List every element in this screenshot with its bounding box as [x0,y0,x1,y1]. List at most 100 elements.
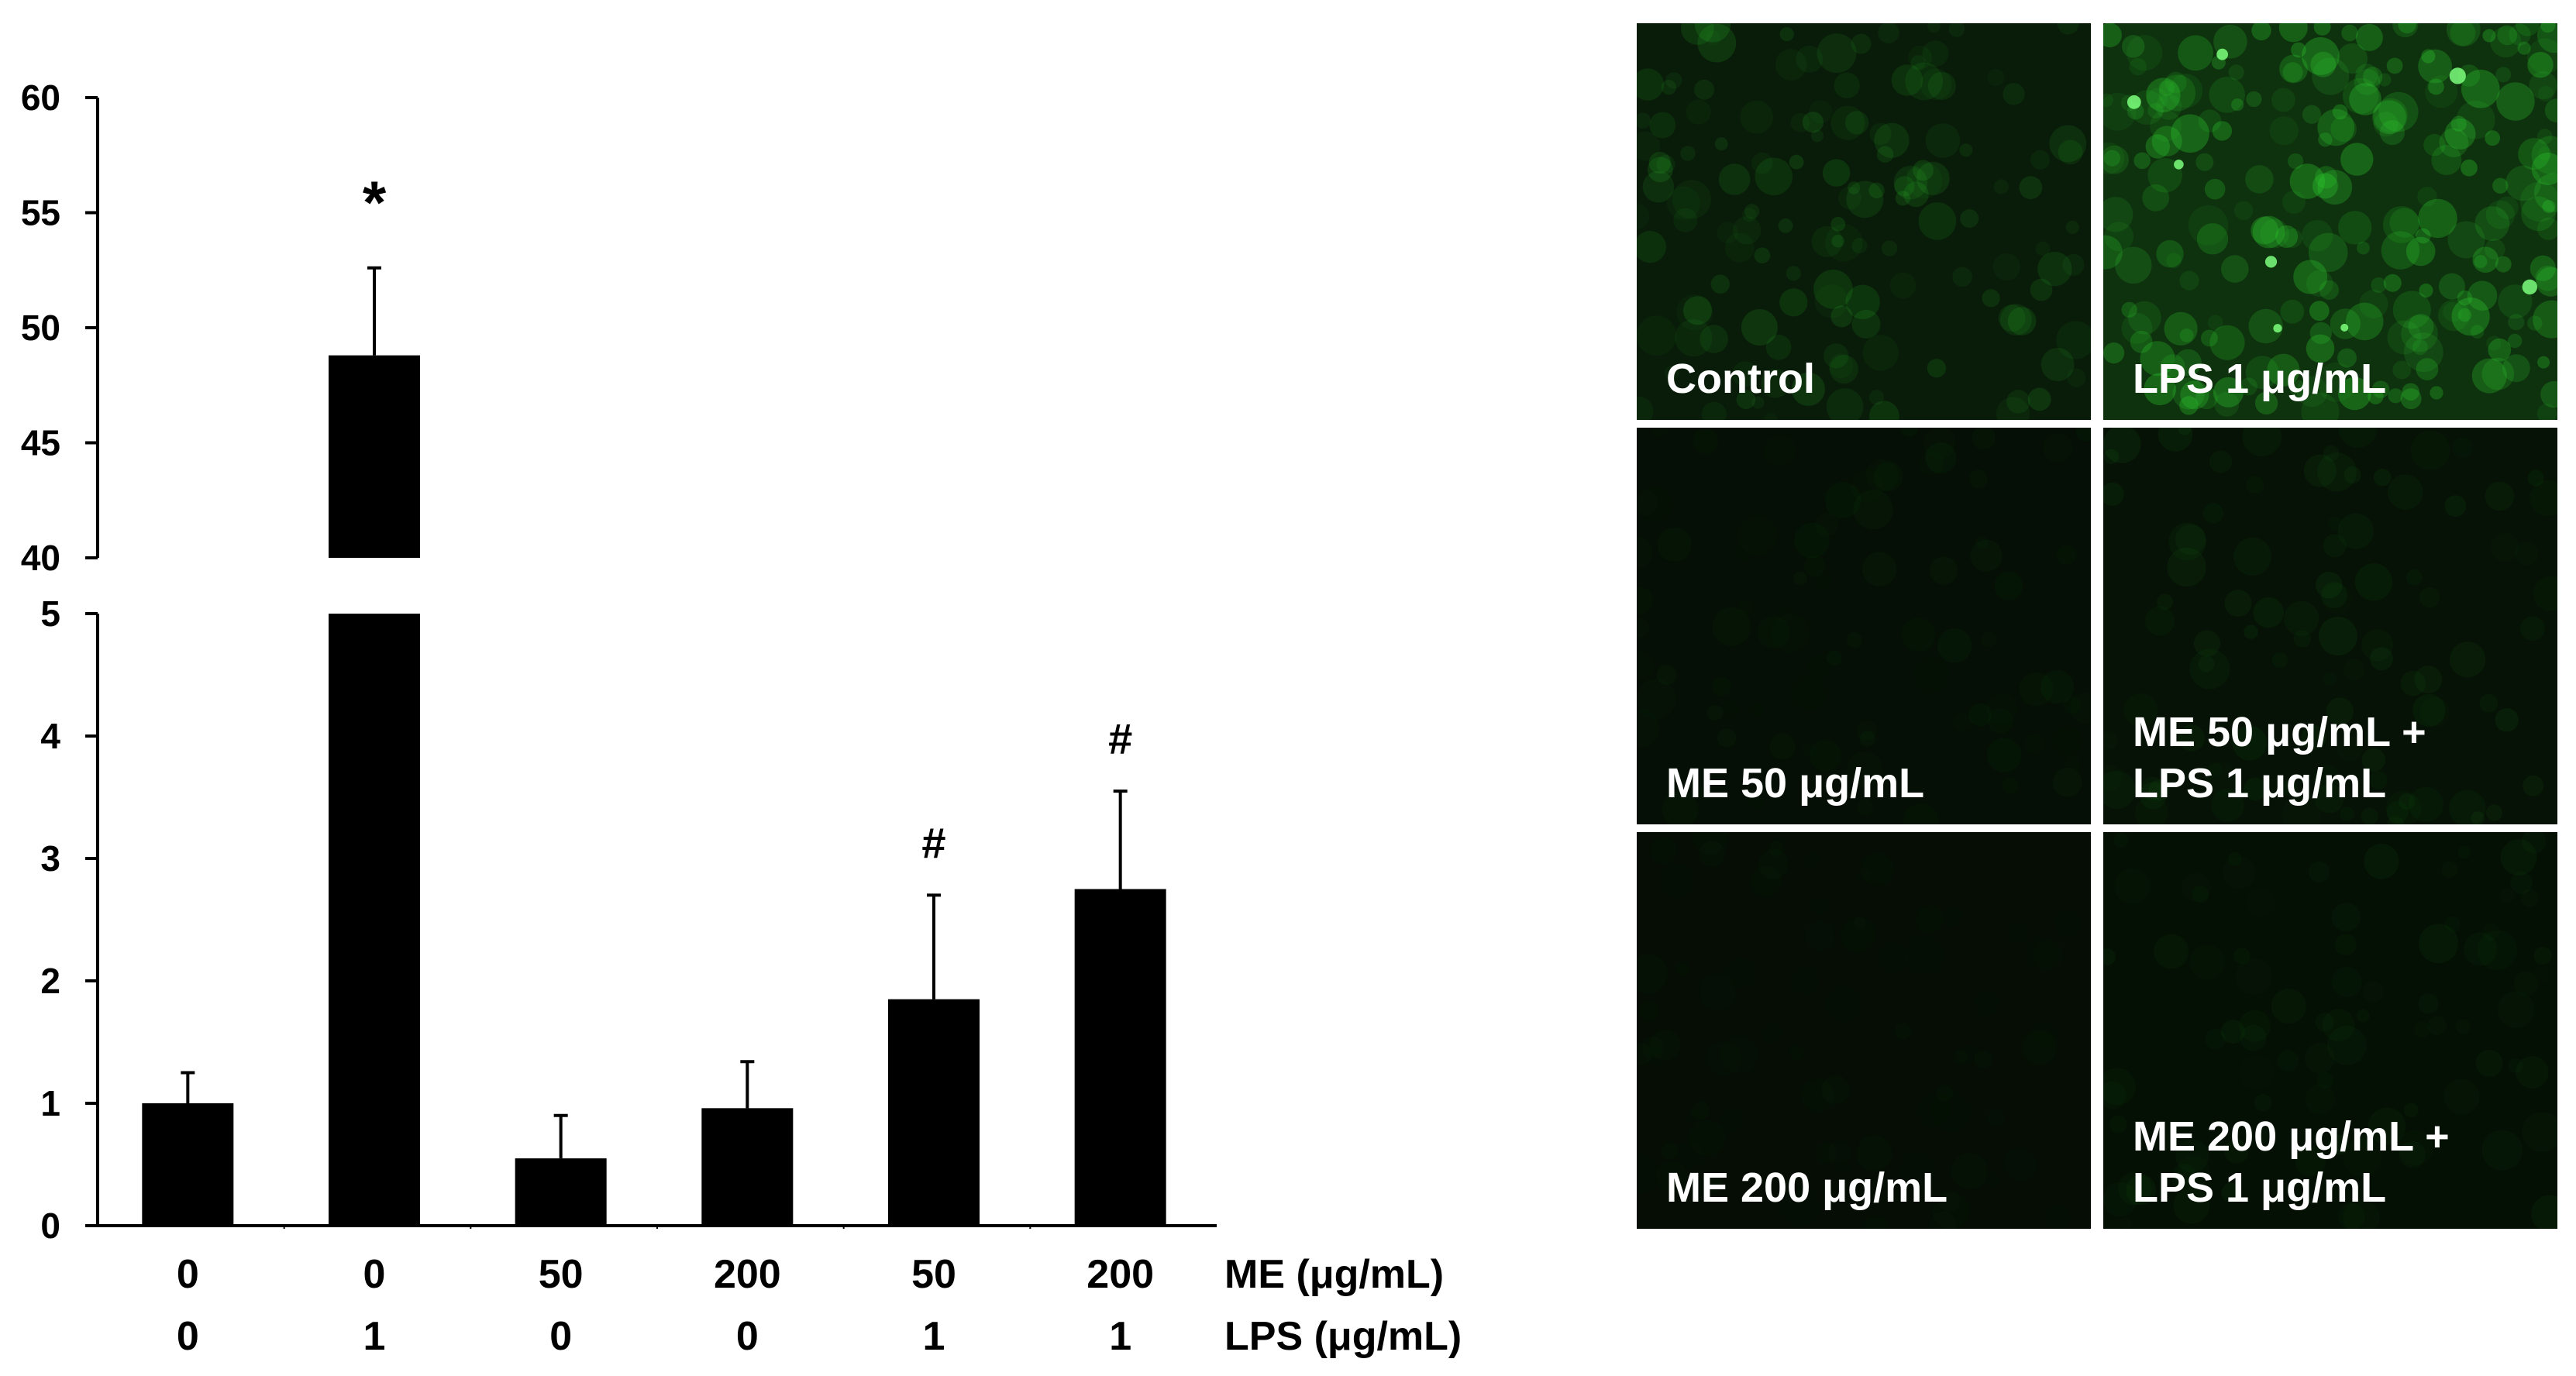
cell-spot [2337,43,2368,74]
cell-spot [1889,272,1917,299]
cell-spot [2450,642,2486,678]
cell-spot [1792,968,1819,995]
cell-spot [1804,851,1820,868]
x-label-lps: 0 [177,1314,199,1359]
cell-spot [1801,1078,1834,1112]
cell-spot [2305,1084,2335,1114]
cell-spot [2019,673,2053,707]
cell-spot [2271,989,2306,1024]
cell-spot [2195,387,2218,410]
cell-spot [1998,304,2026,332]
cell-spot [2127,35,2163,71]
bright-cell-spot [2449,67,2466,84]
cell-spot [2049,125,2087,163]
y-tick-label: 3 [40,838,60,879]
cell-spot [1789,1046,1804,1061]
cell-spot [1681,23,1714,45]
cell-spot [2519,181,2557,222]
cell-spot [2363,981,2384,1002]
cell-spot [2472,246,2499,273]
cell-spot [2195,153,2214,171]
cell-spot [2540,380,2557,408]
cell-spot [1637,131,1661,161]
cell-spot [1637,204,1649,229]
cell-spot [2189,648,2230,690]
cell-spot [2006,390,2030,414]
bright-cell-spot [2273,324,2282,333]
cell-spot [1775,49,1807,81]
cell-spot [2151,126,2182,157]
cell-spot [2481,357,2515,390]
panel-label: ME 200 μg/mL [1666,1164,1948,1211]
cell-spot [2392,360,2412,380]
cell-spot [1786,266,1801,281]
cell-spot [2303,454,2337,487]
cell-spot [2167,547,2206,587]
cell-spot [2103,731,2117,749]
cell-spot [2209,77,2245,113]
micrograph-grid: Control LPS 1 μg/mL ME 50 μg/mL ME 50 μg… [1637,23,2557,1229]
cell-spot [2122,35,2145,58]
cell-spot [2411,431,2450,470]
cell-spot [2474,206,2510,241]
cell-spot [2361,748,2386,772]
cell-spot [2458,846,2471,858]
cell-spot [2467,280,2498,311]
cell-spot [1975,991,1999,1015]
cell-spot [1809,100,1833,124]
cell-spot [2536,129,2553,145]
cell-spot [2301,392,2340,420]
cell-spot [1642,170,1675,203]
micrograph-panel-control: Control [1637,23,2091,420]
significance-marker: # [921,818,945,867]
cell-spot [2145,134,2170,159]
cell-spot [2335,934,2357,955]
cell-spot [2289,163,2326,199]
cell-spot [1712,607,1751,646]
bar-1-upper [329,355,420,558]
cell-spot [2027,387,2051,411]
cell-spot [2156,239,2184,268]
cell-spot [2228,64,2244,81]
cell-spot [2417,186,2437,207]
cell-spot [2173,1187,2210,1224]
cell-spot [2158,74,2196,112]
cell-spot [2421,49,2436,64]
cell-spot [1868,390,1885,405]
cell-spot [2400,670,2426,697]
bright-cell-spot [2340,323,2349,332]
cell-spot [2007,307,2037,335]
cell-spot [2520,616,2545,642]
cell-spot [2398,23,2416,34]
y-tick-label: 1 [40,1083,60,1123]
cell-spot [1992,253,2020,281]
cell-spot [2536,403,2557,420]
cell-spot [2179,270,2199,291]
cell-spot [2443,301,2463,322]
cell-spot [2043,432,2072,462]
cell-spot [2076,428,2092,441]
cell-spot [1996,397,2030,420]
cell-spot [1975,535,1989,549]
cell-spot [2368,388,2384,404]
cell-spot [2171,114,2209,153]
cell-spot [1824,343,1849,369]
cell-spot [2317,452,2357,492]
cell-spot [2374,468,2392,487]
cell-spot [2373,112,2399,137]
cell-spot [2103,197,2133,232]
cell-spot [2537,356,2550,369]
cell-spot [2267,353,2300,387]
cell-spot [1664,365,1679,380]
cell-spot [2004,1148,2037,1181]
cell-spot [1856,720,1877,741]
cell-spot [1790,112,1810,132]
cell-spot [1778,218,1793,233]
cell-spot [2242,428,2282,456]
cell-spot [2271,88,2295,112]
cell-spot [2355,23,2383,51]
cell-spot [2178,428,2192,435]
cell-spot [2444,118,2476,150]
cell-spot [2419,993,2439,1013]
panel-label: ME 50 μg/mL [1666,760,1925,807]
